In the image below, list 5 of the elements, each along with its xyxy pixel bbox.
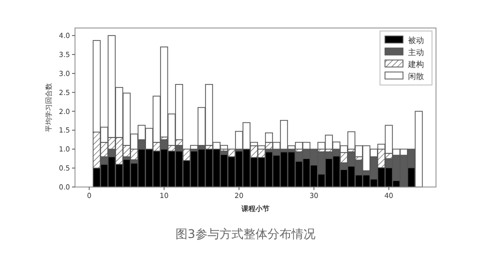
legend-label: 建构 <box>407 60 424 69</box>
legend-label: 主动 <box>408 48 424 57</box>
caption: 图3参与方式整体分布情况 <box>176 227 316 241</box>
legend-label: 被动 <box>408 36 424 45</box>
legend-label: 闲散 <box>408 72 424 81</box>
